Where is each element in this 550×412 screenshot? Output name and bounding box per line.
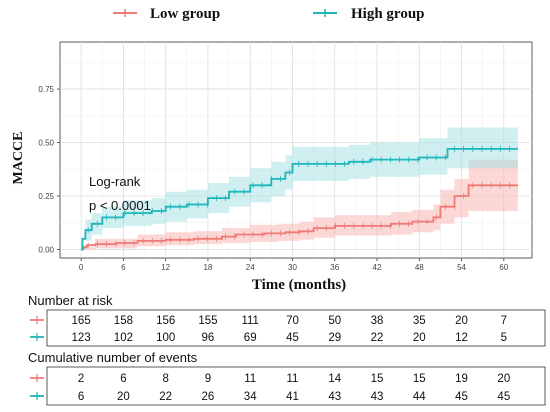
legend-item-high: High group [313,6,425,22]
events-cell: 43 [371,391,384,403]
events-cell: 44 [413,391,426,403]
events-table-title: Cumulative number of events [28,350,198,365]
events-cell: 20 [117,391,130,403]
events-cell: 11 [244,373,256,385]
step-line-low [81,184,518,251]
events-cell: 43 [328,391,341,403]
events-table-box [46,366,546,406]
events-cell: 6 [78,391,84,403]
risk-cell: 123 [72,332,91,344]
x-tick-label: 24 [246,263,255,272]
risk-cell: 7 [501,315,507,327]
x-tick-label: 0 [79,263,84,272]
events-cell: 15 [413,373,426,385]
risk-cell: 20 [455,315,468,327]
risk-cell: 155 [198,315,217,327]
risk-cell: 45 [286,332,299,344]
risk-cell: 156 [156,315,175,327]
risk-table-rows: 165 158 156 155 111 70 50 38 35 20 7 123 102 100 96 69 4… [30,315,507,344]
x-tick-label: 54 [457,263,466,272]
events-cell: 15 [371,373,384,385]
risk-cell: 70 [286,315,299,327]
risk-cell: 102 [114,332,133,344]
y-tick-label: 0.50 [38,139,54,148]
risk-cell: 29 [328,332,341,344]
y-axis-label: MACCE [11,132,26,185]
events-cell: 14 [328,373,341,385]
risk-cell: 69 [244,332,257,344]
risk-cell: 50 [328,315,341,327]
events-cell: 22 [159,391,172,403]
x-tick-label: 42 [373,263,382,272]
x-tick-label: 48 [415,263,424,272]
x-tick-label: 6 [121,263,126,272]
risk-table-box [46,309,546,347]
censor-marks [87,145,510,249]
x-tick-label: 12 [161,263,170,272]
risk-table-title: Number at risk [28,293,113,308]
events-cell: 11 [287,373,299,385]
events-cell: 45 [455,391,468,403]
survival-lines [81,148,518,251]
x-tick-label: 60 [499,263,508,272]
risk-cell: 38 [371,315,384,327]
y-tick-label: 0.00 [38,245,54,254]
x-axis-ticks: 0 6 12 18 24 30 36 42 48 54 60 [79,258,509,272]
risk-cell: 100 [156,332,175,344]
x-axis-label: Time (months) [252,277,346,293]
y-tick-label: 0.75 [38,85,54,94]
events-cell: 2 [78,373,84,385]
risk-cell: 5 [501,332,507,344]
p-value-label: p < 0.0001 [89,198,151,213]
events-cell: 26 [202,391,215,403]
risk-cell: 22 [371,332,384,344]
risk-cell: 20 [413,332,426,344]
risk-cell: 158 [114,315,133,327]
ci-band-low [81,159,518,250]
risk-cell: 96 [202,332,215,344]
legend-high-label: High group [351,6,425,22]
events-cell: 34 [244,391,257,403]
step-line-high [81,148,518,251]
legend-item-low: Low group [113,6,220,22]
risk-cell: 12 [455,332,468,344]
y-tick-label: 0.25 [38,192,54,201]
risk-cell: 35 [413,315,426,327]
legend-low-label: Low group [150,6,220,22]
x-tick-label: 30 [288,263,297,272]
x-tick-label: 18 [203,263,212,272]
events-cell: 6 [120,373,126,385]
y-axis-ticks: 0.00 0.25 0.50 0.75 [38,85,60,254]
x-tick-label: 36 [330,263,339,272]
legend: Low group High group [113,6,425,22]
events-cell: 45 [497,391,510,403]
events-cell: 20 [497,373,510,385]
risk-cell: 165 [72,315,91,327]
events-table-rows: 2 6 8 9 11 11 14 15 15 19 206 20 22 26 34 41 43 43 44 45 45 [30,373,510,403]
events-cell: 8 [162,373,168,385]
risk-cell: 111 [241,315,258,327]
events-cell: 9 [205,373,211,385]
logrank-label: Log-rank [89,174,141,189]
events-cell: 41 [286,391,299,403]
events-cell: 19 [455,373,468,385]
